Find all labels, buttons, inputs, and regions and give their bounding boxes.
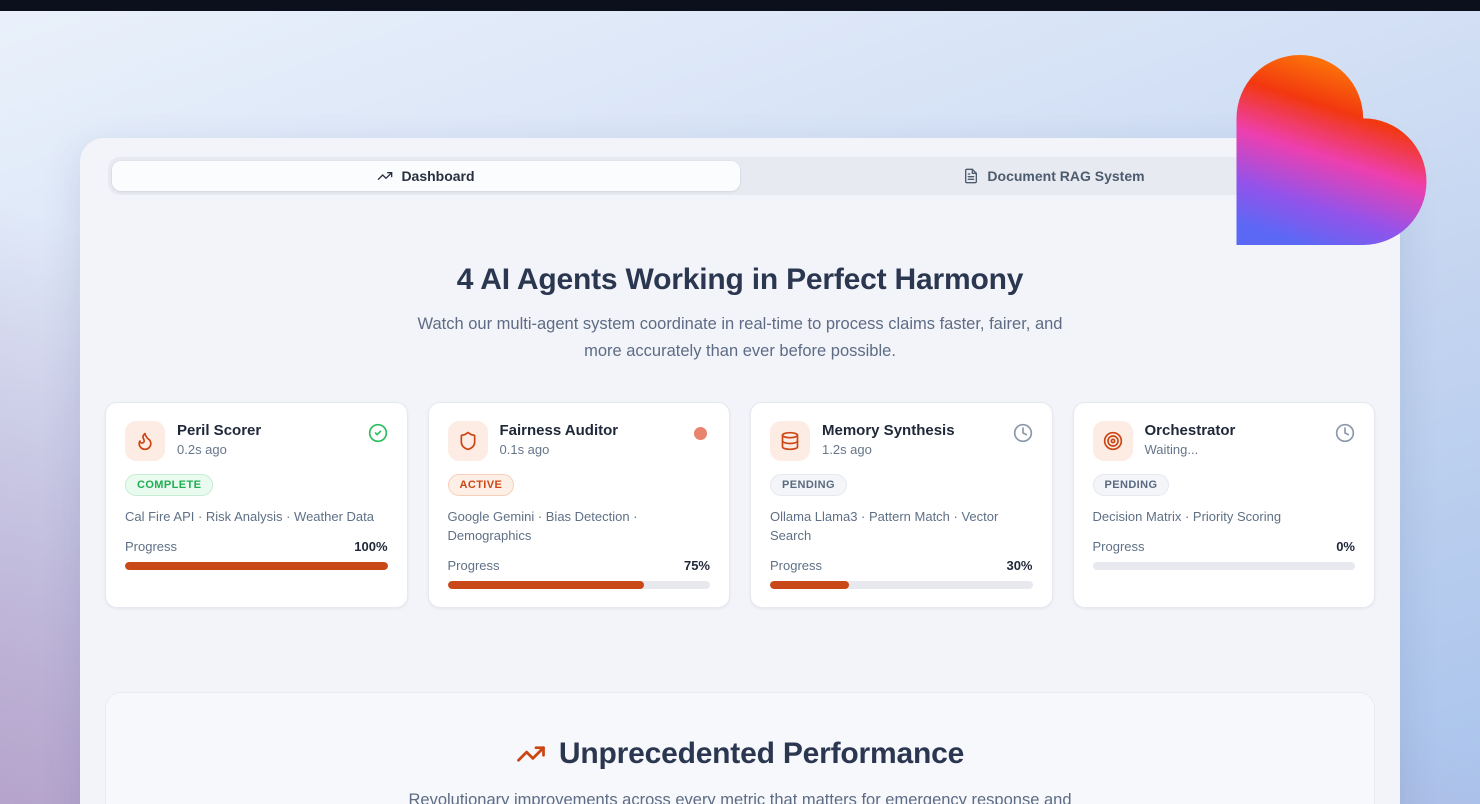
database-icon (781, 432, 799, 451)
performance-section: Unprecedented Performance Revolutionary … (105, 692, 1375, 804)
agent-tools: Cal Fire API · Risk Analysis · Weather D… (125, 509, 375, 525)
trending-up-icon (378, 172, 393, 180)
status-badge: COMPLETE (125, 474, 214, 497)
performance-title-row: Unprecedented Performance (146, 737, 1334, 771)
status-badge: PENDING (1092, 474, 1170, 497)
file-text-icon (965, 168, 978, 184)
agent-name: Peril Scorer (177, 422, 262, 440)
progress-bar (1092, 562, 1355, 571)
shield-icon (460, 432, 475, 451)
progress-bar (447, 581, 710, 590)
tab-dashboard[interactable]: Dashboard (112, 161, 740, 191)
tab-document-rag-system[interactable]: Document RAG System (740, 161, 1368, 191)
agent-card-orchestrator: Orchestrator Waiting... PENDING Decision… (1072, 402, 1375, 609)
main-panel: Dashboard Document RAG System 4 AI Agent… (80, 138, 1400, 804)
progress-bar (770, 581, 1033, 590)
status-badge: ACTIVE (447, 474, 515, 497)
clock-icon (1013, 424, 1032, 443)
page-subtitle: Watch our multi-agent system coordinate … (417, 315, 1063, 360)
active-pulse-dot-icon (694, 427, 707, 441)
agent-card-peril-scorer: Peril Scorer 0.2s ago COMPLETE Cal Fire … (105, 402, 408, 609)
heart-gradient-logo (1236, 55, 1427, 245)
performance-subtitle: Revolutionary improvements across every … (408, 791, 1072, 804)
progress-bar-fill (447, 581, 645, 590)
agent-last-update: 0.2s ago (177, 442, 227, 458)
agent-tools: Ollama Llama3 · Pattern Match · Vector S… (770, 509, 999, 544)
tab-bar: Dashboard Document RAG System (108, 157, 1372, 195)
check-circle-icon (368, 424, 387, 443)
tab-document-rag-label: Document RAG System (987, 168, 1145, 184)
target-icon (1103, 432, 1122, 451)
agent-name: Fairness Auditor (499, 422, 619, 440)
agent-name: Memory Synthesis (822, 422, 955, 440)
agent-icon-box (447, 421, 488, 462)
clock-icon (1335, 424, 1355, 443)
agent-card-fairness-auditor: Fairness Auditor 0.1s ago ACTIVE Google … (427, 402, 730, 609)
page-title: 4 AI Agents Working in Perfect Harmony (456, 263, 1024, 296)
agent-tools: Google Gemini · Bias Detection · Demogra… (447, 509, 638, 544)
status-badge: PENDING (770, 474, 847, 497)
progress-percent: 0% (1336, 539, 1355, 555)
progress-percent: 30% (1006, 558, 1033, 574)
progress-label: Progress (125, 539, 178, 555)
progress-label: Progress (770, 558, 823, 574)
agent-name: Orchestrator (1144, 422, 1236, 440)
agent-icon-box (770, 421, 810, 462)
agent-last-update: 1.2s ago (822, 442, 872, 458)
agent-last-update: Waiting... (1144, 442, 1199, 458)
progress-bar (125, 562, 388, 571)
agent-cards-row: Peril Scorer 0.2s ago COMPLETE Cal Fire … (105, 402, 1375, 609)
top-window-bar (0, 0, 1480, 11)
progress-label: Progress (447, 558, 500, 574)
agent-last-update: 0.1s ago (499, 442, 550, 458)
agent-icon-box (1092, 421, 1133, 462)
trending-up-icon (517, 746, 545, 762)
progress-bar-fill (125, 562, 388, 571)
performance-title: Unprecedented Performance (558, 737, 965, 771)
agent-card-memory-synthesis: Memory Synthesis 1.2s ago PENDING Ollama… (750, 402, 1053, 609)
progress-percent: 100% (354, 539, 388, 555)
progress-bar-fill (770, 581, 849, 590)
tab-dashboard-label: Dashboard (401, 168, 475, 184)
progress-percent: 75% (683, 558, 710, 574)
flame-icon (138, 433, 152, 451)
agent-tools: Decision Matrix · Priority Scoring (1092, 509, 1282, 525)
progress-label: Progress (1092, 539, 1145, 555)
agent-icon-box (125, 421, 165, 462)
